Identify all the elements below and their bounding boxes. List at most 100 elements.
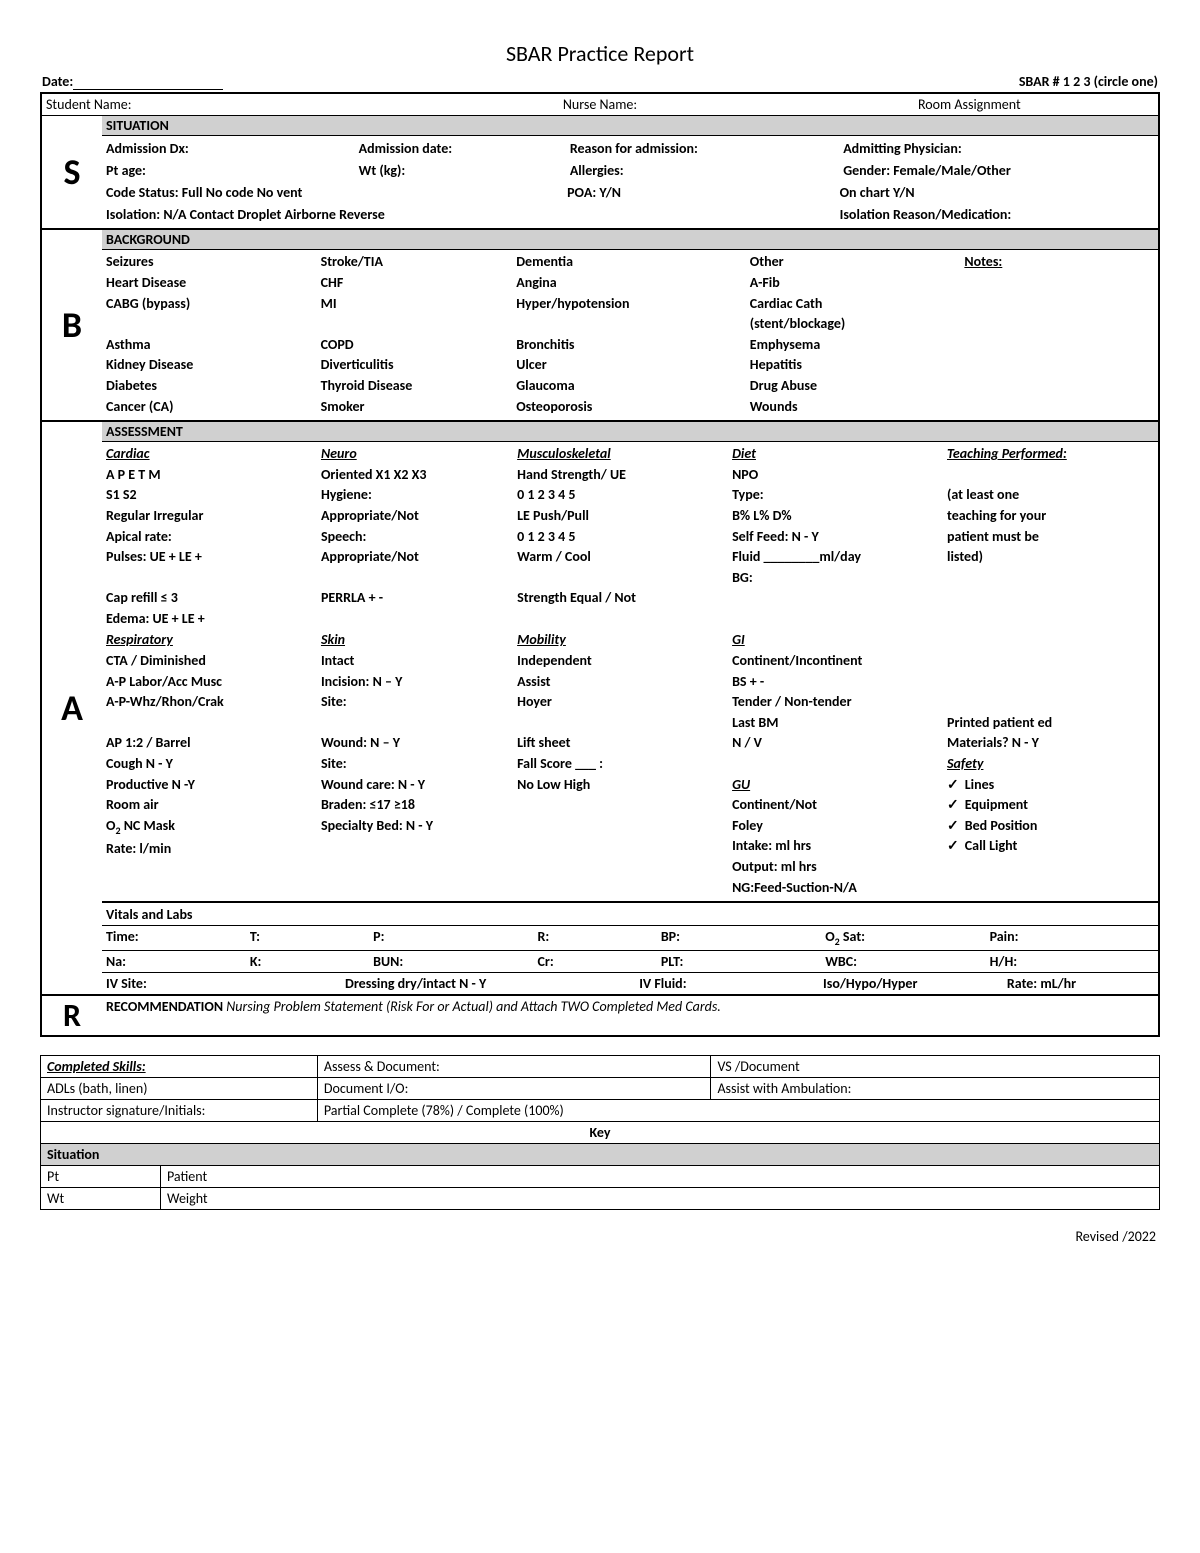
bg-item: Heart Disease [106, 273, 315, 293]
bg-item: Asthma [106, 335, 315, 355]
cell: Cr: [538, 953, 661, 970]
bg-item: Stroke/TIA [321, 252, 511, 272]
key-pt-k: Pt [41, 1165, 161, 1187]
assess-item: Wound care: N - Y [321, 775, 509, 795]
recommendation-row: R RECOMMENDATION Nursing Problem Stateme… [42, 996, 1158, 1035]
assist-ambulation: Assist with Ambulation: [711, 1077, 1160, 1099]
assess-item: Fall Score ___ : [517, 754, 724, 774]
gender: Gender: Female/Male/Other [843, 160, 1154, 182]
bg-notes-col: Notes: [964, 252, 1154, 416]
nurse-name-label: Nurse Name: [415, 96, 784, 113]
instructor-sig: Instructor signature/Initials: [41, 1099, 318, 1121]
top-row: Date: SBAR # 1 2 3 (circle one) [40, 73, 1160, 92]
footer-revised: Revised /2022 [40, 1210, 1160, 1245]
teaching-col: Teaching Performed: (at least oneteachin… [947, 444, 1154, 628]
completed-skills: Completed Skills: [47, 1058, 146, 1075]
assess-item: BG: [732, 568, 939, 588]
date-blank[interactable] [73, 76, 223, 90]
admission-date: Admission date: [359, 138, 566, 160]
assess-item: Incision: N – Y [321, 672, 509, 692]
assess-item: Strength Equal / Not [517, 588, 724, 608]
assess-item: Specialty Bed: N - Y [321, 816, 509, 836]
key-head: Key [41, 1121, 1160, 1143]
assess-subhead: Musculoskeletal [517, 444, 724, 464]
cell: Dressing dry/intact N - Y [345, 975, 639, 992]
assess-item: B% L% D% [732, 506, 939, 526]
assess-item: Self Feed: N - Y [732, 527, 939, 547]
bg-item: Ulcer [516, 355, 744, 375]
assess-item [321, 568, 509, 588]
assess-item [106, 568, 313, 588]
wt-kg: Wt (kg): [359, 160, 566, 182]
assess-item: Edema: UE + LE + [106, 609, 313, 629]
date-label: Date: [42, 73, 73, 90]
assess-item: Intact [321, 651, 509, 671]
bg-item [321, 314, 511, 334]
recommendation-note: Nursing Problem Statement (Risk For or A… [226, 998, 721, 1015]
assess-item [947, 465, 1154, 485]
assess-subhead: Neuro [321, 444, 509, 464]
bg-item: Diverticulitis [321, 355, 511, 375]
bg-item: Hyper/hypotension [516, 294, 744, 314]
bg-col-1: Stroke/TIACHFMI COPDDiverticulitisThyroi… [321, 252, 511, 416]
assess-item: Regular Irregular [106, 506, 313, 526]
cardiac-col: CardiacA P E T MS1 S2Regular IrregularAp… [106, 444, 313, 628]
bg-item: Hepatitis [750, 355, 959, 375]
assess-item: AP 1:2 / Barrel [106, 733, 313, 753]
assess-item: Cough N - Y [106, 754, 313, 774]
bg-item: Wounds [750, 397, 959, 417]
letter-b: B [42, 230, 102, 420]
resp-col: RespiratoryCTA / DiminishedA-P Labor/Acc… [106, 630, 313, 897]
assess-item: Assist [517, 672, 724, 692]
bg-item: Seizures [106, 252, 315, 272]
bg-item: Smoker [321, 397, 511, 417]
vs-document: VS /Document [711, 1055, 1160, 1077]
musc-col: MusculoskeletalHand Strength/ UE 0 1 2 3… [517, 444, 724, 628]
cell: Na: [106, 953, 250, 970]
bg-item: MI [321, 294, 511, 314]
code-status: Code Status: Full No code No vent [106, 183, 567, 203]
assess-item: O2 NC Mask [106, 816, 313, 838]
key-pt-v: Patient [161, 1165, 1160, 1187]
bg-item: A-Fib [750, 273, 959, 293]
sbar-outer: Student Name: Nurse Name: Room Assignmen… [40, 92, 1160, 1037]
cell: Time: [106, 928, 250, 948]
assess-subhead: Respiratory [106, 630, 313, 650]
assess-item: Site: [321, 692, 509, 712]
skin-col: SkinIntactIncision: N – Y Site: Wound: N… [321, 630, 509, 897]
assess-item: listed) [947, 547, 1154, 567]
bg-item: Cancer (CA) [106, 397, 315, 417]
allergies: Allergies: [570, 160, 839, 182]
cell: Iso/Hypo/Hyper [823, 975, 1007, 992]
letter-s: S [42, 116, 102, 228]
assess-item: Appropriate/Not [321, 547, 509, 567]
assess-subhead: Teaching Performed: [947, 444, 1154, 464]
room-label: Room Assignment [785, 96, 1154, 113]
assess-item: Fluid ________ml/day [732, 547, 939, 567]
iv-row: IV Site:Dressing dry/intact N - YIV Flui… [102, 973, 1158, 994]
bg-col-0: SeizuresHeart DiseaseCABG (bypass) Asthm… [106, 252, 315, 416]
bg-item: Thyroid Disease [321, 376, 511, 396]
assess-item: Cap refill ≤ 3 [106, 588, 313, 608]
skills-table: Completed Skills: Assess & Document: VS … [40, 1055, 1160, 1210]
assess-item: LE Push/Pull [517, 506, 724, 526]
background-row: B BACKGROUND SeizuresHeart DiseaseCABG (… [42, 230, 1158, 422]
bg-item: COPD [321, 335, 511, 355]
cell: PLT: [661, 953, 825, 970]
letter-a: A [42, 422, 102, 993]
assess-item: CTA / Diminished [106, 651, 313, 671]
bg-item: Osteoporosis [516, 397, 744, 417]
bg-item: Drug Abuse [750, 376, 959, 396]
bg-item [516, 314, 744, 334]
page-title: SBAR Practice Report [40, 40, 1160, 67]
reason-admission: Reason for admission: [570, 138, 839, 160]
situation-row: S SITUATION Admission Dx: Admission date… [42, 116, 1158, 230]
neuro-col: NeuroOriented X1 X2 X3Hygiene:Appropriat… [321, 444, 509, 628]
assess-subhead: Skin [321, 630, 509, 650]
assess-item: Warm / Cool [517, 547, 724, 567]
assess-item: Room air [106, 795, 313, 815]
assess-item: Site: [321, 754, 509, 774]
cell: Pain: [990, 928, 1154, 948]
assess-subhead: Mobility [517, 630, 724, 650]
vitals-row: Time:T:P:R:BP:O2 Sat:Pain: [102, 926, 1158, 951]
